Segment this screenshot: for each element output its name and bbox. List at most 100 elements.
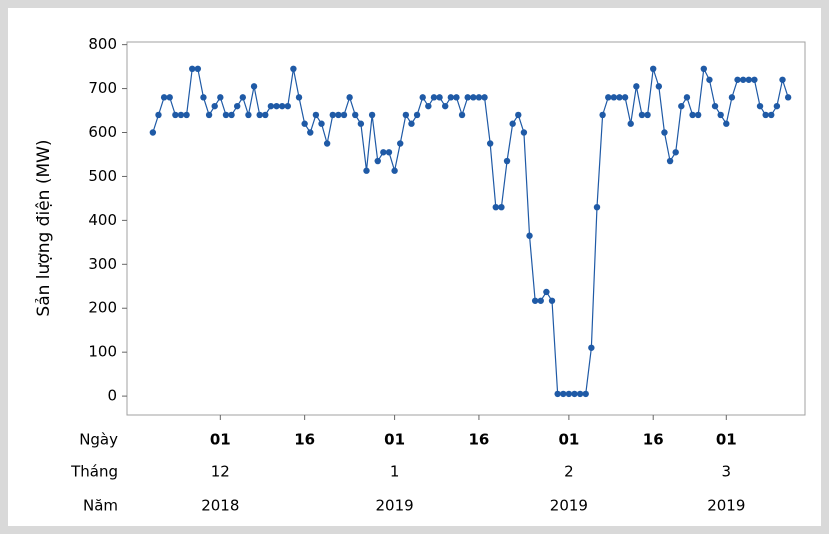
data-point <box>312 111 320 119</box>
data-point <box>498 203 505 211</box>
data-point <box>503 157 511 165</box>
y-tick-label: 100 <box>88 343 117 361</box>
year-label: 2019 <box>376 497 414 515</box>
data-point <box>340 111 348 119</box>
x-tick-label: 01 <box>716 431 737 449</box>
x-tick-label: 16 <box>294 431 315 449</box>
data-point <box>357 120 365 127</box>
data-point <box>250 83 258 90</box>
data-point <box>717 111 724 119</box>
data-point <box>560 390 567 398</box>
x-row-title: Năm <box>83 497 118 515</box>
data-point <box>593 203 601 211</box>
data-point <box>543 288 550 296</box>
data-point <box>447 94 455 101</box>
y-tick-label: 300 <box>88 255 117 273</box>
data-point <box>784 94 792 101</box>
data-point <box>402 111 410 119</box>
x-tick-label: 16 <box>468 431 489 449</box>
x-tick-label: 01 <box>210 431 231 449</box>
data-point <box>571 390 578 398</box>
data-point <box>166 94 173 101</box>
data-point <box>172 111 179 119</box>
data-point <box>644 111 651 119</box>
data-point <box>633 83 640 90</box>
month-label: 2 <box>564 463 574 481</box>
plot-area <box>126 41 806 416</box>
data-point <box>329 111 336 119</box>
data-point <box>588 344 595 351</box>
x-row-title: Ngày <box>79 431 118 449</box>
data-point <box>323 140 331 147</box>
y-tick-label: 200 <box>88 299 117 317</box>
data-point <box>475 94 483 101</box>
data-point <box>222 111 230 119</box>
data-point <box>605 94 612 101</box>
data-point <box>672 149 679 156</box>
data-point <box>189 65 196 72</box>
data-point <box>599 111 606 119</box>
data-point <box>666 157 674 165</box>
year-label: 2019 <box>707 497 745 515</box>
data-point <box>380 149 387 156</box>
data-point <box>711 102 719 110</box>
data-point <box>408 120 415 127</box>
month-label: 12 <box>211 463 230 481</box>
data-point <box>307 129 314 136</box>
data-point <box>385 149 393 156</box>
data-point <box>751 76 758 83</box>
data-point <box>256 111 263 119</box>
data-point <box>177 111 185 119</box>
data-point <box>650 65 657 72</box>
data-point <box>576 390 584 398</box>
year-label: 2018 <box>201 497 239 515</box>
data-point <box>756 102 764 110</box>
data-point <box>413 111 421 119</box>
data-point <box>194 65 202 72</box>
data-point <box>565 390 573 398</box>
data-point <box>318 120 325 127</box>
data-point <box>436 94 443 101</box>
data-point <box>509 120 516 127</box>
data-point <box>627 120 634 127</box>
data-point <box>773 102 781 110</box>
data-point <box>295 94 303 101</box>
data-point <box>739 76 747 83</box>
month-label: 1 <box>390 463 400 481</box>
data-point <box>453 94 460 101</box>
data-point <box>278 102 286 110</box>
data-point <box>368 111 376 119</box>
data-point <box>262 111 269 119</box>
data-point <box>301 120 308 127</box>
data-point <box>391 167 398 174</box>
y-tick-label: 600 <box>88 123 117 141</box>
y-tick-label: 400 <box>88 211 117 229</box>
data-point <box>290 65 297 72</box>
data-point <box>284 102 291 110</box>
data-point <box>548 297 556 304</box>
x-tick-label: 01 <box>384 431 405 449</box>
data-point <box>779 76 786 83</box>
data-point <box>768 111 775 119</box>
y-tick-label: 0 <box>107 387 117 405</box>
data-point <box>149 129 157 136</box>
data-point <box>610 94 618 101</box>
data-point <box>700 65 708 72</box>
data-point <box>515 111 522 119</box>
data-point <box>531 297 539 304</box>
data-point <box>706 76 713 83</box>
data-point <box>678 102 685 110</box>
y-tick-label: 700 <box>88 79 117 97</box>
data-point <box>352 111 359 119</box>
data-point <box>239 94 247 101</box>
data-point <box>217 94 224 101</box>
month-label: 3 <box>722 463 732 481</box>
data-point <box>458 111 466 119</box>
data-point <box>419 94 426 101</box>
data-point <box>689 111 696 119</box>
data-point <box>683 94 691 101</box>
data-point <box>537 297 544 304</box>
data-point <box>728 94 736 101</box>
data-point <box>273 102 280 110</box>
